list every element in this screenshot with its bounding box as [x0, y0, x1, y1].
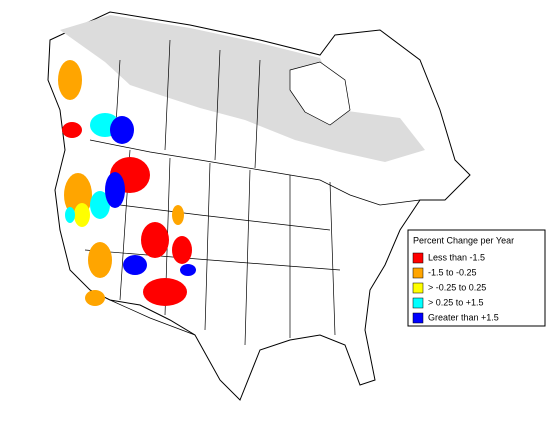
- legend-swatch: [412, 282, 424, 294]
- trend-area: [141, 222, 169, 258]
- trend-area: [172, 205, 184, 225]
- trend-area: [123, 255, 147, 275]
- trend-area: [105, 172, 125, 208]
- snow-region: [60, 15, 425, 162]
- trend-area: [62, 122, 82, 138]
- trend-area: [65, 207, 75, 223]
- legend-label: > 0.25 to +1.5: [428, 297, 484, 307]
- legend-box: [407, 229, 546, 327]
- trend-area: [58, 60, 82, 100]
- legend-label: Greater than +1.5: [428, 312, 499, 322]
- trend-area: [88, 242, 112, 278]
- trend-area: [143, 278, 187, 306]
- trend-area: [110, 116, 134, 144]
- legend-title: Percent Change per Year: [413, 235, 514, 245]
- trend-areas: [58, 60, 196, 306]
- legend-swatch: [412, 252, 424, 264]
- legend-items: Less than -1.5 -1.5 to -0.25 > -0.25 to 0.…: [412, 252, 499, 324]
- legend-label: Less than -1.5: [428, 252, 485, 262]
- trend-area: [85, 290, 105, 306]
- trend-area: [180, 264, 196, 276]
- trend-area: [90, 191, 110, 219]
- border: [109, 299, 196, 336]
- hudson-bay: [289, 61, 351, 126]
- legend-label: -1.5 to -0.25: [428, 267, 477, 277]
- legend-label: > -0.25 to 0.25: [428, 282, 486, 292]
- trend-area: [74, 203, 90, 227]
- legend-swatch: [412, 267, 424, 279]
- legend-swatch: [412, 297, 424, 309]
- trend-area: [172, 236, 192, 264]
- legend-swatch: [412, 312, 424, 324]
